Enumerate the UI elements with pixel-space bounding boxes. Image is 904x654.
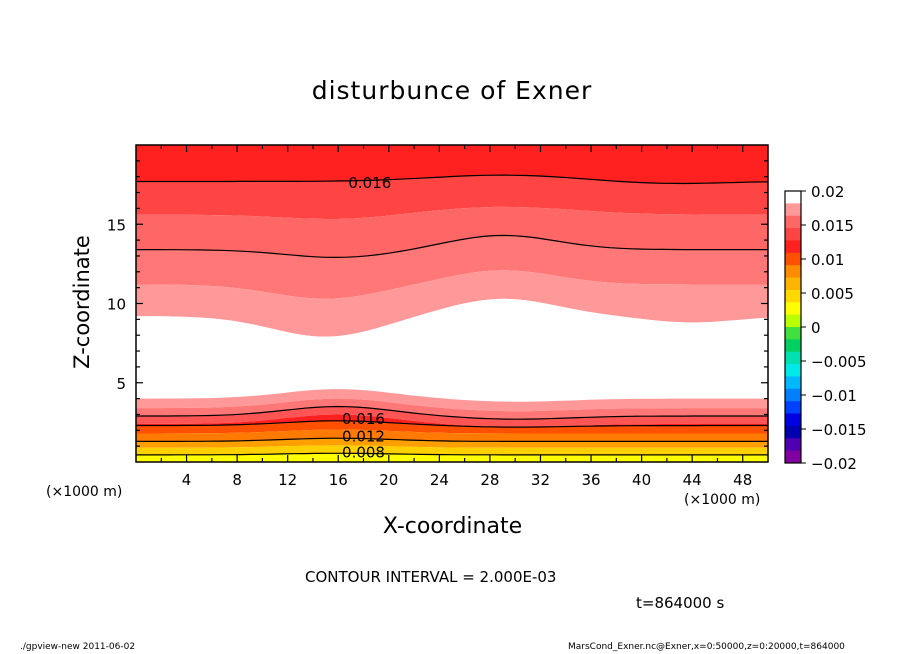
colorbar-swatch bbox=[785, 265, 801, 279]
contour-line bbox=[136, 452, 768, 456]
colorbar-swatch bbox=[785, 364, 801, 377]
colorbar-swatch bbox=[785, 302, 801, 316]
x-tick-label: 36 bbox=[581, 471, 600, 489]
x-tick-label: 28 bbox=[480, 471, 499, 489]
colorbar-swatch bbox=[785, 351, 801, 365]
contour-band bbox=[136, 389, 768, 412]
contour-band bbox=[136, 206, 768, 258]
y-tick-label: 5 bbox=[116, 375, 126, 393]
contour-label: 0.008 bbox=[342, 443, 385, 461]
x-tick-label: 32 bbox=[531, 471, 550, 489]
colorbar-label: 0.005 bbox=[811, 285, 854, 303]
x-tick-label: 24 bbox=[430, 471, 449, 489]
y-axis-label: Z-coordinate bbox=[70, 235, 94, 369]
contour-band bbox=[136, 298, 768, 402]
contour-band bbox=[136, 438, 768, 448]
contour-line bbox=[136, 437, 768, 442]
contour-interval-text: CONTOUR INTERVAL = 2.000E-03 bbox=[305, 568, 557, 586]
contour-band bbox=[136, 270, 768, 337]
contour-label: 0.012 bbox=[342, 428, 385, 446]
colorbar-swatch bbox=[785, 327, 801, 340]
colorbar-label: 0.01 bbox=[811, 251, 844, 269]
colorbar-swatch bbox=[785, 228, 801, 241]
x-tick-label: 4 bbox=[182, 471, 192, 489]
colorbar-swatch bbox=[785, 425, 801, 439]
colorbar-swatch bbox=[785, 314, 801, 328]
colorbar-label: 0.015 bbox=[811, 217, 854, 235]
colorbar-swatch bbox=[785, 388, 801, 402]
colorbar-label: −0.005 bbox=[811, 353, 867, 371]
colorbar-swatch bbox=[785, 289, 801, 303]
colorbar-label: 0.02 bbox=[811, 183, 844, 201]
contour-band bbox=[136, 235, 768, 299]
colorbar-swatch bbox=[785, 413, 801, 427]
x-tick-label: 8 bbox=[232, 471, 242, 489]
contour-band bbox=[136, 175, 768, 219]
x-tick-label: 48 bbox=[733, 471, 752, 489]
colorbar-swatch bbox=[785, 203, 801, 217]
footer-program-info: ./gpview-new 2011-06-02 bbox=[20, 642, 136, 652]
contour-line bbox=[136, 405, 768, 420]
x-tick-label: 12 bbox=[278, 471, 297, 489]
contour-label: 0.016 bbox=[342, 410, 385, 428]
colorbar-swatch bbox=[785, 240, 801, 254]
x-unit-right: (×1000 m) bbox=[684, 492, 761, 508]
colorbar-swatch bbox=[785, 450, 801, 464]
contour-label: 0.016 bbox=[348, 174, 391, 192]
y-tick-label: 15 bbox=[107, 216, 126, 234]
x-axis-label: X-coordinate bbox=[382, 514, 523, 539]
colorbar-swatch bbox=[785, 438, 801, 452]
contour-band bbox=[136, 145, 768, 184]
y-tick-label: 10 bbox=[107, 296, 126, 314]
colorbar-label: −0.02 bbox=[811, 455, 857, 473]
footer-file-info: MarsCond_Exner.nc@Exner,x=0:50000,z=0:20… bbox=[568, 642, 845, 652]
time-label: t=864000 s bbox=[636, 594, 725, 612]
contour-band bbox=[136, 420, 768, 434]
contour-line bbox=[136, 420, 768, 428]
contour-line bbox=[136, 234, 768, 259]
contour-band bbox=[136, 445, 768, 455]
colorbar-swatch bbox=[785, 191, 801, 204]
colorbar-swatch bbox=[785, 215, 801, 229]
x-tick-label: 40 bbox=[632, 471, 651, 489]
contour-band bbox=[136, 429, 768, 442]
x-tick-label: 20 bbox=[379, 471, 398, 489]
colorbar-label: −0.015 bbox=[811, 421, 867, 439]
contour-line bbox=[136, 174, 769, 185]
contour-band bbox=[136, 398, 768, 420]
colorbar-swatch bbox=[785, 376, 801, 390]
colorbar-swatch bbox=[785, 277, 801, 291]
x-tick-label: 16 bbox=[329, 471, 348, 489]
contour-band bbox=[136, 414, 768, 428]
colorbar-swatch bbox=[785, 252, 801, 266]
x-tick-label: 44 bbox=[683, 471, 702, 489]
colorbar-label: −0.01 bbox=[811, 387, 857, 405]
colorbar-swatch bbox=[785, 401, 801, 415]
chart-title: disturbunce of Exner bbox=[311, 76, 593, 105]
x-unit-left: (×1000 m) bbox=[46, 484, 123, 500]
colorbar-label: 0 bbox=[811, 319, 821, 337]
colorbar-swatch bbox=[785, 339, 801, 353]
